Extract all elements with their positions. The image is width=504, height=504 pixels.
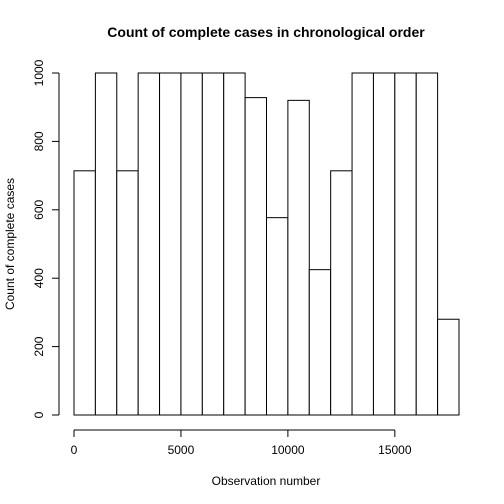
x-axis: 0 5000 10000 15000 xyxy=(71,429,412,457)
histogram-bar-14 xyxy=(372,72,396,416)
y-tick-label: 1000 xyxy=(32,59,46,86)
histogram-bar-4 xyxy=(159,72,182,416)
y-tick-label: 600 xyxy=(32,199,46,219)
histogram-bar-9 xyxy=(266,217,289,416)
chart-title: Count of complete cases in chronological… xyxy=(107,24,425,40)
y-tick-label: 200 xyxy=(32,336,46,356)
histogram-bar-11 xyxy=(308,269,332,416)
histogram-bar-8 xyxy=(244,97,268,416)
histogram-bar-2 xyxy=(116,170,139,416)
x-tick-label: 5000 xyxy=(168,443,195,457)
y-tick-label: 800 xyxy=(32,131,46,151)
x-tick-label: 0 xyxy=(71,443,78,457)
histogram-bar-6 xyxy=(201,72,225,416)
histogram-bar-10 xyxy=(287,99,310,416)
y-axis: 0 200 400 600 800 1000 xyxy=(32,59,60,418)
x-tick-label: 10000 xyxy=(271,443,305,457)
y-tick-label: 0 xyxy=(32,411,46,418)
x-axis-label: Observation number xyxy=(212,474,321,488)
histogram-bar-13 xyxy=(351,72,374,416)
histogram-bar-12 xyxy=(330,170,353,416)
y-axis-label: Count of complete cases xyxy=(3,178,17,310)
x-tick-label: 15000 xyxy=(378,443,412,457)
histogram-bar-16 xyxy=(415,72,439,416)
histogram-bar-15 xyxy=(394,72,417,416)
bars-group xyxy=(73,72,460,416)
histogram-bar-1 xyxy=(94,72,118,416)
histogram-bar-17 xyxy=(437,318,460,416)
histogram-bar-5 xyxy=(180,72,203,416)
histogram-bar-7 xyxy=(223,72,246,416)
y-tick-label: 400 xyxy=(32,268,46,288)
histogram-bar-0 xyxy=(73,170,96,416)
histogram-bar-3 xyxy=(137,72,161,416)
